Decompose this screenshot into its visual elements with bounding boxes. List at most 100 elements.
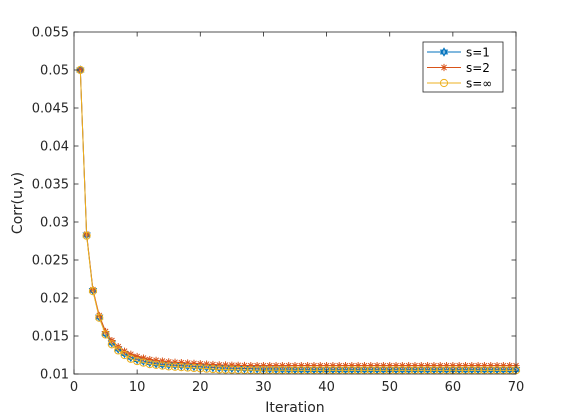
data-point [499, 362, 507, 370]
data-point [208, 364, 218, 374]
data-point [285, 362, 293, 370]
data-point [304, 362, 312, 370]
data-point [442, 362, 451, 370]
data-point [329, 362, 337, 370]
x-tick-label: 20 [192, 380, 209, 395]
y-tick-label: 0.02 [40, 292, 69, 307]
data-point [247, 362, 255, 370]
data-point [215, 361, 223, 369]
data-point [95, 313, 104, 322]
data-point [95, 311, 103, 320]
data-point [151, 360, 161, 369]
y-tick-label: 0.055 [32, 26, 69, 41]
data-point [493, 362, 501, 370]
data-point [88, 287, 98, 296]
series-layer [76, 65, 521, 375]
data-point [203, 360, 211, 368]
legend-items: s=1s=2 s=∞ [427, 46, 492, 91]
data-point [184, 359, 192, 367]
data-point [133, 356, 142, 366]
data-point [297, 362, 305, 370]
legend-label: s=∞ [466, 77, 492, 91]
data-point [322, 362, 331, 370]
data-point [354, 362, 362, 370]
data-point [170, 362, 180, 371]
data-point [171, 358, 179, 366]
data-point [165, 358, 173, 366]
y-axis-label: Corr(u,v) [10, 172, 26, 234]
legend-marker [439, 78, 449, 88]
data-point [215, 365, 224, 374]
data-point [189, 363, 199, 373]
data-point [259, 362, 268, 370]
legend-item: s=1 [427, 46, 490, 60]
data-point [127, 350, 135, 358]
data-point [373, 362, 381, 370]
data-point [417, 362, 425, 370]
data-point [278, 362, 286, 370]
y-tick-label: 0.04 [40, 140, 69, 155]
y-tick-label: 0.015 [32, 330, 69, 345]
x-tick-label: 30 [255, 380, 272, 395]
ticks-layer: 0 10 20 30 40 50 60 70 0.01 0.015 0.02 0.025 0.03 0.0… [32, 26, 524, 396]
data-point [101, 330, 110, 339]
data-point [234, 365, 243, 374]
legend-item: s=2 [427, 61, 490, 75]
data-point [436, 362, 444, 370]
data-point [152, 356, 160, 364]
data-point [430, 362, 438, 370]
data-point [209, 360, 217, 369]
data-point [386, 362, 394, 370]
data-point [221, 365, 230, 374]
y-tick-label: 0.05 [40, 64, 69, 79]
data-point [253, 362, 261, 370]
data-point [461, 362, 470, 370]
x-axis-label: Iteration [265, 400, 324, 416]
x-tick-label: 40 [318, 380, 335, 395]
y-tick-label: 0.025 [32, 254, 69, 269]
legend-label: s=2 [466, 61, 490, 75]
data-point [101, 327, 110, 336]
data-point [240, 361, 249, 370]
data-point [234, 361, 242, 369]
data-point [405, 362, 413, 370]
y-tick-label: 0.01 [40, 368, 69, 383]
data-point [468, 362, 476, 370]
data-point [360, 362, 369, 370]
x-tick-label: 50 [381, 380, 398, 395]
data-point [487, 362, 495, 370]
data-point [177, 363, 186, 372]
data-point [139, 354, 148, 362]
data-point [107, 340, 116, 349]
data-point [335, 362, 343, 370]
x-tick-label: 70 [508, 380, 525, 395]
legend-marker [439, 47, 449, 57]
data-point [506, 362, 514, 370]
legend-label: s=1 [466, 46, 490, 60]
data-point [291, 362, 299, 370]
data-point [310, 362, 318, 370]
data-point [348, 362, 356, 370]
axes-box [73, 31, 517, 375]
data-point [120, 350, 129, 360]
data-point [145, 360, 154, 369]
data-point [114, 346, 123, 355]
data-point [164, 362, 173, 371]
legend-item: s=∞ [427, 77, 492, 91]
data-point [266, 362, 274, 370]
data-point [449, 362, 457, 370]
data-point [341, 362, 350, 370]
y-tick-label: 0.03 [40, 216, 69, 231]
data-point [190, 359, 198, 367]
legend-marker [440, 63, 448, 72]
data-point [82, 231, 91, 240]
data-point [196, 360, 204, 368]
data-point [480, 362, 489, 370]
x-tick-label: 0 [70, 380, 78, 395]
data-point [272, 362, 280, 370]
legend: s=1s=2 s=∞ [422, 41, 504, 93]
data-point [379, 362, 387, 370]
data-point [133, 352, 141, 361]
y-tick-label: 0.045 [32, 102, 69, 117]
